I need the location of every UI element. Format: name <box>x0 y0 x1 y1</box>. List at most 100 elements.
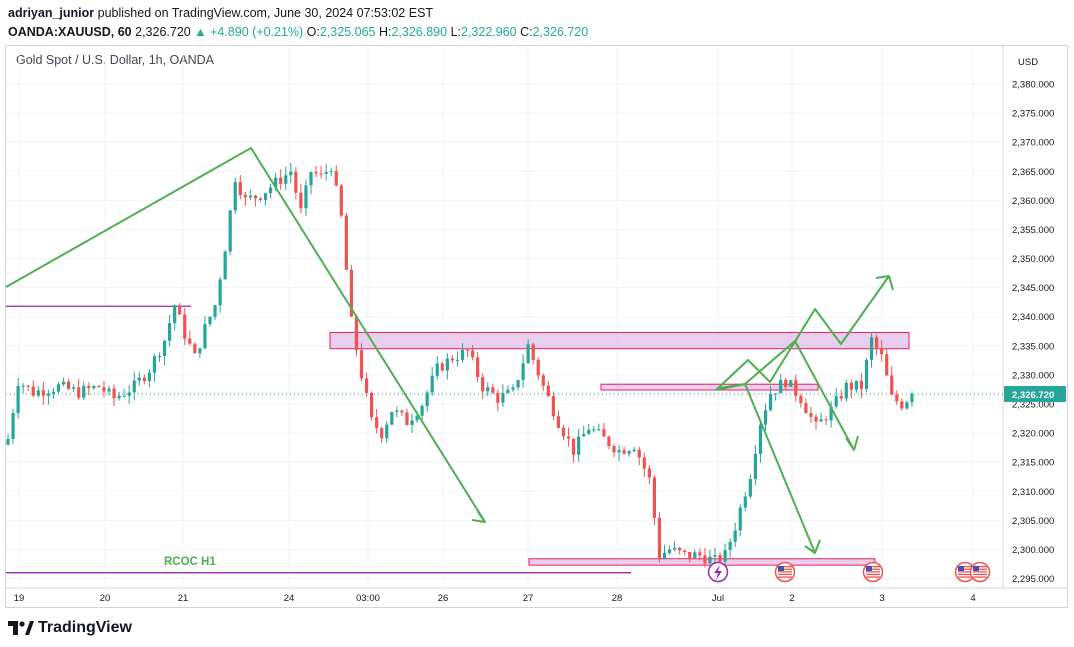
footer-brand-text: TradingView <box>38 619 132 636</box>
candle-body <box>688 551 692 559</box>
candle-body <box>789 380 793 387</box>
grid <box>6 46 1067 589</box>
time-tick-label: 21 <box>178 593 189 604</box>
lightning-bolt <box>714 565 722 580</box>
footer-brand[interactable]: TradingView <box>8 619 132 637</box>
open-label: O: <box>306 25 320 39</box>
candle-body <box>521 363 525 381</box>
candle-body <box>647 468 651 478</box>
candle-body <box>233 182 237 211</box>
candle-body <box>561 427 566 437</box>
candle-body <box>223 251 227 280</box>
candle-body <box>157 355 162 357</box>
time-tick-label: 4 <box>970 593 975 604</box>
projection-path <box>719 383 816 554</box>
candle-body <box>425 392 429 406</box>
candle-body <box>405 412 409 425</box>
low-label: L: <box>450 25 461 39</box>
candle-body <box>587 429 591 435</box>
price-change: ▲ +4.890 (+0.21%) <box>194 25 304 39</box>
flag-stripe <box>958 571 972 573</box>
price-tick-label: 2,330.000 <box>1012 370 1054 381</box>
flag-stripe <box>958 568 972 570</box>
candle-body <box>703 555 707 564</box>
published-text: published on TradingView.com, June 30, 2… <box>97 6 434 20</box>
projection-path <box>5 147 486 523</box>
candle-body <box>253 195 258 199</box>
candle-body <box>193 343 197 354</box>
time-tick-label: 2 <box>789 593 794 604</box>
candle-body <box>890 375 894 395</box>
candle-body <box>612 446 616 453</box>
quote-line: OANDA:XAUUSD, 60 2,326.720 ▲ +4.890 (+0.… <box>8 23 588 42</box>
candle-body <box>319 173 323 175</box>
candle-body <box>248 195 252 198</box>
low-value: 2,322.960 <box>461 25 517 39</box>
candle-body <box>486 387 490 392</box>
candle-body <box>774 393 778 395</box>
price-tag-bg <box>1004 385 1066 402</box>
price-tick-label: 2,350.000 <box>1012 254 1054 265</box>
candle-body <box>304 185 308 209</box>
candle-body <box>607 436 611 447</box>
candle-body <box>354 316 359 351</box>
flag-stripe <box>866 571 880 573</box>
candle-body <box>243 195 247 198</box>
candle-body <box>152 356 157 373</box>
candle-body <box>92 386 96 389</box>
price-tick-label: 2,335.000 <box>1012 341 1054 352</box>
flag-stripe <box>958 576 972 578</box>
candle-body <box>895 394 899 402</box>
candle-body <box>97 386 101 388</box>
candle-body <box>875 337 879 348</box>
candle-body <box>309 172 313 186</box>
candle-body <box>173 305 177 324</box>
price-tick-label: 2,355.000 <box>1012 225 1054 236</box>
time-tick-label: Jul <box>712 593 724 604</box>
price-tick-label: 2,300.000 <box>1012 545 1054 556</box>
candle-body <box>536 359 540 376</box>
candle-body <box>269 187 273 194</box>
candle-body <box>728 541 732 551</box>
tradingview-logo-icon <box>8 621 34 635</box>
candle-body <box>375 417 379 429</box>
time-tick-label: 26 <box>438 593 449 604</box>
candle-body <box>168 323 172 341</box>
candle-body <box>864 359 869 389</box>
candle-body <box>784 379 788 387</box>
candle-body <box>31 386 35 396</box>
candle-body <box>708 556 712 564</box>
candle-body <box>299 192 303 209</box>
currency-label[interactable]: USD <box>1018 57 1038 68</box>
candle-body <box>905 402 909 409</box>
candle-body <box>491 387 495 393</box>
flag-stripe <box>973 573 987 576</box>
candle-body <box>885 354 889 376</box>
candle-body <box>617 450 621 453</box>
chart-header: adriyan_junior published on TradingView.… <box>8 4 588 42</box>
candle-body <box>122 395 126 397</box>
author-name[interactable]: adriyan_junior <box>8 6 95 20</box>
candle-body <box>637 449 641 458</box>
candle-body <box>859 380 864 389</box>
candle-body <box>743 496 747 508</box>
candle-body <box>551 396 555 417</box>
candle-body <box>274 177 278 188</box>
candle-body <box>657 517 662 559</box>
candle-body <box>279 177 283 184</box>
candle-body <box>804 403 808 414</box>
zones-layer <box>6 305 1003 574</box>
candle-body <box>779 379 783 394</box>
price-tick-label: 2,380.000 <box>1012 80 1054 91</box>
time-axis[interactable]: 19 20 21 24 03:00 26 27 28 Jul 2 3 4 <box>14 593 976 604</box>
candle-body <box>531 344 535 360</box>
price-tick-label: 2,340.000 <box>1012 312 1054 323</box>
candle-body <box>814 416 818 422</box>
candle-body <box>289 171 293 176</box>
price-axis[interactable]: 2,380.000 2,375.000 2,370.000 2,365.000 2,36… <box>1004 80 1066 586</box>
candle-body <box>41 390 45 396</box>
candle-body <box>400 410 404 413</box>
candle-body <box>481 377 485 392</box>
candle-body <box>188 338 192 344</box>
